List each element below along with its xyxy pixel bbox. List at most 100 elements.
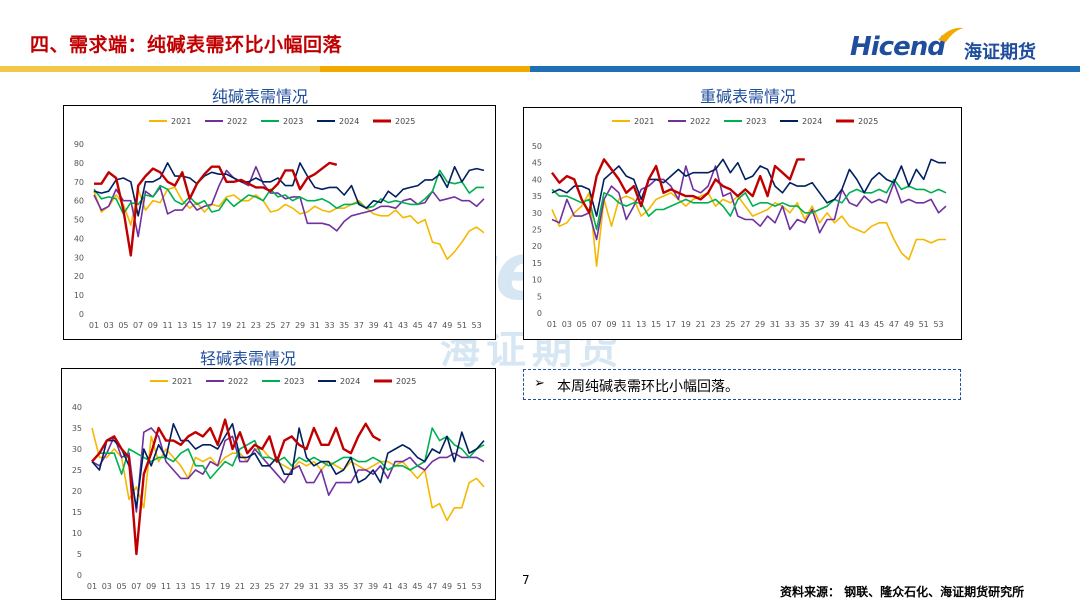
x-tick-label: 35 <box>338 582 348 591</box>
chart-title-soda: 纯碱表需情况 <box>211 87 308 106</box>
y-tick-label: 0 <box>77 571 82 580</box>
x-tick-label: 41 <box>383 582 393 591</box>
arrow-bullet-icon: ➢ <box>534 376 545 391</box>
legend-label-2022: 2022 <box>228 377 248 386</box>
x-tick-label: 17 <box>666 320 676 329</box>
series-line-2025 <box>94 161 338 257</box>
legend-label-2024: 2024 <box>802 117 822 126</box>
x-tick-label: 35 <box>800 320 810 329</box>
y-tick-label: 40 <box>72 403 82 412</box>
x-tick-label: 11 <box>161 582 171 591</box>
page-number: 7 <box>522 573 530 587</box>
x-tick-label: 53 <box>472 582 482 591</box>
series-line-2024 <box>93 162 485 217</box>
x-tick-label: 19 <box>221 321 231 330</box>
y-tick-label: 50 <box>74 216 84 225</box>
y-tick-label: 10 <box>74 291 84 300</box>
x-tick-label: 25 <box>264 582 274 591</box>
hicend-logo: Hicend 海证期货 <box>850 24 1050 66</box>
legend-label-2023: 2023 <box>746 117 766 126</box>
chart-light: 0 5 10 15 20 25 30 35 40 01 03 05 07 09 11 13 15 17 19 21 23… <box>61 368 496 600</box>
summary-note: ➢ 本周纯碱表需环比小幅回落。 <box>523 369 961 400</box>
legend-label-2021: 2021 <box>172 377 192 386</box>
series-line-2023 <box>551 178 947 231</box>
y-tick-label: 10 <box>72 529 82 538</box>
chart-title-light: 轻碱表需情况 <box>199 349 296 368</box>
x-tick-label: 41 <box>383 321 393 330</box>
y-tick-label: 60 <box>74 197 84 206</box>
legend-label-2022: 2022 <box>227 117 247 126</box>
y-tick-label: 0 <box>79 310 84 319</box>
x-tick-label: 49 <box>442 582 452 591</box>
x-tick-label: 29 <box>294 582 304 591</box>
summary-note-text: 本周纯碱表需环比小幅回落。 <box>557 379 739 395</box>
x-tick-label: 29 <box>295 321 305 330</box>
x-tick-label: 01 <box>87 582 97 591</box>
x-tick-label: 31 <box>310 321 320 330</box>
x-tick-label: 31 <box>309 582 319 591</box>
x-tick-label: 17 <box>205 582 215 591</box>
logo-wordmark: Hicend <box>850 32 946 62</box>
page-title: 四、需求端：纯碱表需环比小幅回落 <box>30 34 343 56</box>
series-line-2022 <box>551 165 947 241</box>
x-tick-label: 21 <box>696 320 706 329</box>
y-tick-label: 30 <box>72 445 82 454</box>
x-tick-label: 01 <box>89 321 99 330</box>
x-tick-label: 11 <box>621 320 631 329</box>
x-tick-label: 37 <box>354 321 364 330</box>
x-tick-label: 09 <box>606 320 616 329</box>
y-tick-label: 25 <box>532 226 542 235</box>
header-divider <box>0 66 1080 72</box>
legend-label-2025: 2025 <box>395 117 415 126</box>
chart-soda-svg: 0 10 20 30 40 50 60 70 80 90 01 03 05 07 09 11 13 15 17 19 2… <box>74 117 485 330</box>
x-tick-label: 03 <box>104 321 114 330</box>
legend-label-2022: 2022 <box>690 117 710 126</box>
x-tick-label: 25 <box>266 321 276 330</box>
x-tick-label: 09 <box>148 321 158 330</box>
y-tick-label: 40 <box>74 234 84 243</box>
legend-label-2024: 2024 <box>340 377 360 386</box>
x-tick-label: 43 <box>398 582 408 591</box>
y-tick-label: 0 <box>537 309 542 318</box>
y-tick-label: 35 <box>72 424 82 433</box>
x-tick-label: 11 <box>162 321 172 330</box>
legend-label-2023: 2023 <box>283 117 303 126</box>
source-note: 资料来源： 钢联、隆众石化、海证期货研究所 <box>780 585 1025 599</box>
chart-title-dense: 重碱表需情况 <box>699 87 796 106</box>
x-tick-label: 51 <box>457 321 467 330</box>
y-tick-label: 30 <box>74 253 84 262</box>
x-tick-label: 47 <box>889 320 899 329</box>
y-tick-label: 20 <box>74 272 84 281</box>
x-tick-label: 49 <box>442 321 452 330</box>
x-tick-label: 05 <box>118 321 128 330</box>
x-tick-label: 03 <box>562 320 572 329</box>
x-tick-label: 21 <box>236 321 246 330</box>
x-tick-label: 15 <box>192 321 202 330</box>
x-tick-label: 19 <box>681 320 691 329</box>
series-line-2021 <box>551 192 946 267</box>
y-tick-label: 70 <box>74 178 84 187</box>
y-tick-label: 45 <box>532 159 542 168</box>
x-tick-label: 05 <box>116 582 126 591</box>
x-tick-label: 07 <box>133 321 143 330</box>
x-tick-label: 23 <box>251 321 261 330</box>
x-tick-label: 03 <box>102 582 112 591</box>
x-tick-label: 27 <box>279 582 289 591</box>
x-tick-label: 23 <box>250 582 260 591</box>
legend-label-2025: 2025 <box>396 377 416 386</box>
series-line-2023 <box>91 427 485 480</box>
x-tick-label: 37 <box>815 320 825 329</box>
x-tick-label: 49 <box>904 320 914 329</box>
x-tick-label: 13 <box>636 320 646 329</box>
x-tick-label: 01 <box>547 320 557 329</box>
y-tick-label: 25 <box>72 466 82 475</box>
x-tick-label: 13 <box>177 321 187 330</box>
x-tick-label: 27 <box>740 320 750 329</box>
chart-dense: 0 5 10 15 20 25 30 35 40 45 50 01 03 05 07 09 11 13 15 17 19… <box>523 107 962 340</box>
x-tick-label: 07 <box>131 582 141 591</box>
x-tick-label: 13 <box>176 582 186 591</box>
x-tick-label: 07 <box>592 320 602 329</box>
x-tick-label: 15 <box>651 320 661 329</box>
x-tick-label: 33 <box>324 321 334 330</box>
x-tick-label: 51 <box>457 582 467 591</box>
